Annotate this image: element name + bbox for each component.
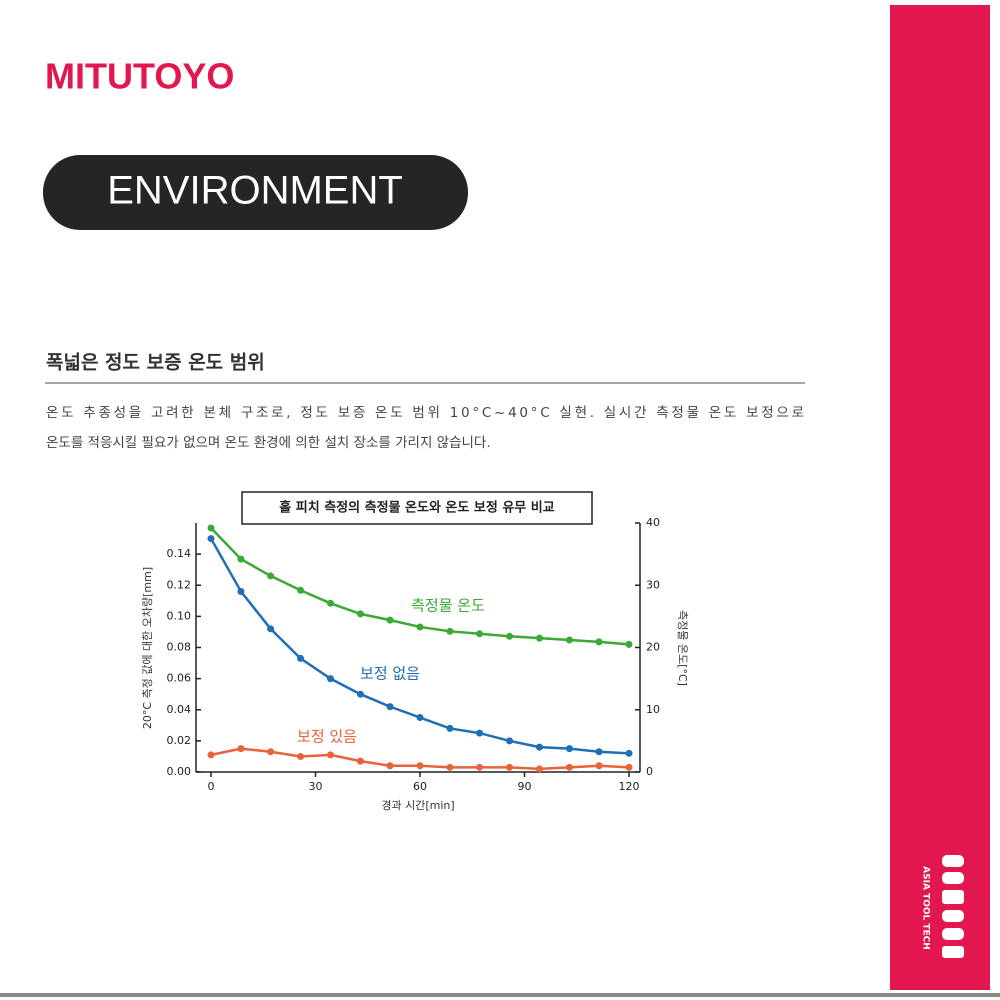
data-point bbox=[595, 638, 603, 646]
heading: 폭넓은 정도 보증 온도 범위 bbox=[46, 352, 265, 374]
data-point bbox=[506, 737, 514, 745]
data-point bbox=[595, 762, 603, 770]
data-point bbox=[207, 751, 215, 759]
y-tick-label: 0.14 bbox=[167, 547, 192, 560]
data-point bbox=[386, 762, 394, 770]
data-point bbox=[356, 690, 364, 698]
y-tick-label: 0.06 bbox=[167, 672, 192, 685]
data-point bbox=[506, 763, 514, 771]
data-point bbox=[356, 610, 364, 618]
data-point bbox=[297, 586, 305, 594]
series-label: 보정 있음 bbox=[297, 728, 357, 746]
x-tick-label: 90 bbox=[518, 780, 532, 793]
data-point bbox=[267, 748, 275, 756]
series-label: 보정 없음 bbox=[360, 665, 420, 683]
data-point bbox=[237, 555, 245, 563]
x-tick-label: 0 bbox=[208, 780, 215, 793]
bottom-rule bbox=[0, 993, 1000, 997]
data-point bbox=[267, 625, 275, 633]
sidebar-logo: ASIA TOOL TECH bbox=[921, 866, 931, 950]
y-tick-label: 0.00 bbox=[167, 765, 192, 778]
data-point bbox=[416, 762, 424, 770]
y-tick-label: 0.10 bbox=[167, 609, 192, 622]
data-point bbox=[535, 765, 543, 773]
data-point bbox=[506, 632, 514, 640]
data-point bbox=[446, 763, 454, 771]
brand: MITUTOYO bbox=[45, 56, 234, 97]
data-point bbox=[326, 675, 334, 683]
data-point bbox=[416, 714, 424, 722]
y2-tick-label: 10 bbox=[646, 703, 660, 716]
x-axis-label: 경과 시간[min] bbox=[381, 799, 454, 812]
series-label: 측정물 온도 bbox=[411, 597, 485, 615]
x-tick-label: 120 bbox=[619, 780, 640, 793]
data-point bbox=[207, 535, 215, 543]
data-point bbox=[535, 743, 543, 751]
x-tick-label: 60 bbox=[413, 780, 427, 793]
data-point bbox=[297, 654, 305, 662]
data-point bbox=[326, 599, 334, 607]
paragraph-line: 온도 추종성을 고려한 본체 구조로, 정도 보증 온도 범위 10°C~40°… bbox=[46, 405, 804, 421]
data-point bbox=[237, 745, 245, 753]
y2-tick-label: 40 bbox=[646, 516, 660, 529]
data-point bbox=[386, 703, 394, 711]
data-point bbox=[565, 763, 573, 771]
data-point bbox=[326, 751, 334, 759]
sidebar bbox=[890, 5, 990, 990]
badge: ENVIRONMENT bbox=[107, 169, 403, 213]
data-point bbox=[535, 634, 543, 642]
data-point bbox=[476, 763, 484, 771]
y-tick-label: 0.02 bbox=[167, 734, 192, 747]
data-point bbox=[625, 749, 633, 757]
data-point bbox=[595, 748, 603, 756]
data-point bbox=[207, 524, 215, 532]
data-point bbox=[446, 724, 454, 732]
data-point bbox=[476, 729, 484, 737]
data-point bbox=[565, 636, 573, 644]
sidebar-logo-mark bbox=[942, 855, 964, 958]
data-point bbox=[565, 745, 573, 753]
paragraph-line: 온도를 적응시킬 필요가 없으며 온도 환경에 의한 설치 장소를 가리지 않습… bbox=[46, 435, 491, 451]
series-line bbox=[209, 537, 630, 755]
data-point bbox=[386, 616, 394, 624]
data-point bbox=[356, 757, 364, 765]
chart-title-box bbox=[241, 491, 593, 525]
y-tick-label: 0.08 bbox=[167, 641, 192, 654]
y2-axis-label: 측정물 온도[°C] bbox=[676, 610, 689, 686]
y2-tick-label: 0 bbox=[646, 765, 653, 778]
y2-tick-label: 30 bbox=[646, 578, 660, 591]
data-point bbox=[625, 763, 633, 771]
data-point bbox=[237, 587, 245, 595]
chart-title: 홀 피치 측정의 측정물 온도와 온도 보정 유무 비교 bbox=[279, 500, 554, 516]
y-axis-label: 20°C 측정 값에 대한 오차량[mm] bbox=[141, 567, 154, 729]
data-point bbox=[476, 630, 484, 638]
y2-tick-label: 20 bbox=[646, 641, 660, 654]
y-tick-label: 0.12 bbox=[167, 578, 192, 591]
y-tick-label: 0.04 bbox=[167, 703, 192, 716]
data-point bbox=[297, 752, 305, 760]
x-tick-label: 30 bbox=[309, 780, 323, 793]
data-point bbox=[625, 640, 633, 648]
data-point bbox=[446, 627, 454, 635]
data-point bbox=[416, 623, 424, 631]
badge-bg bbox=[43, 155, 468, 230]
data-point bbox=[267, 572, 275, 580]
